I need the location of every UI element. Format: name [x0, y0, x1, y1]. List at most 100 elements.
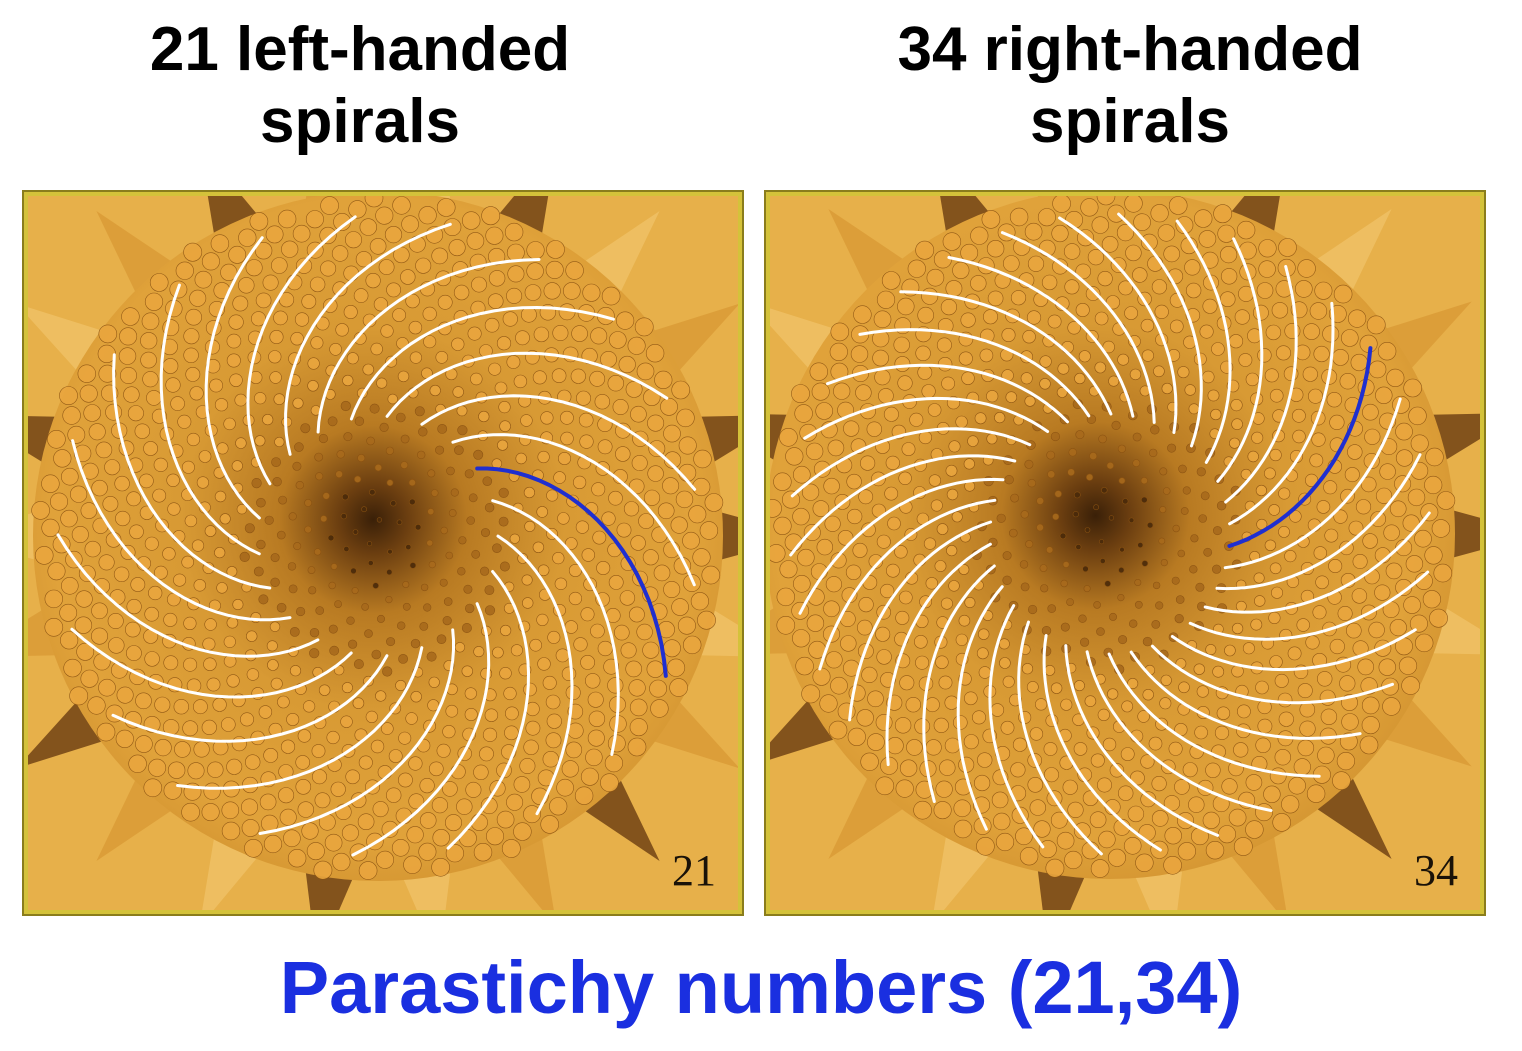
- floret: [649, 679, 668, 698]
- floret: [1292, 429, 1306, 444]
- floret: [556, 778, 574, 797]
- floret: [496, 810, 515, 829]
- floret: [1340, 329, 1359, 347]
- floret: [232, 295, 249, 312]
- floret: [1078, 614, 1087, 623]
- floret: [1383, 524, 1400, 541]
- floret: [1341, 713, 1359, 731]
- spiral-line: [848, 520, 993, 722]
- floret: [1087, 249, 1105, 266]
- floret: [498, 401, 511, 414]
- floret: [152, 488, 167, 503]
- floret: [1269, 562, 1282, 575]
- spiral-line: [803, 396, 1050, 440]
- floret: [964, 691, 978, 706]
- floret: [1199, 324, 1214, 339]
- floret: [1379, 463, 1396, 480]
- floret: [1060, 622, 1070, 632]
- floret: [1205, 840, 1225, 860]
- floret: [1288, 776, 1306, 795]
- floret: [499, 667, 512, 680]
- floret: [770, 499, 782, 518]
- floret: [97, 344, 116, 363]
- floret: [245, 259, 263, 277]
- floret: [249, 212, 269, 231]
- floret: [163, 612, 178, 627]
- floret: [1270, 586, 1283, 599]
- floret: [113, 566, 130, 582]
- floret: [341, 493, 349, 501]
- floret: [376, 614, 385, 623]
- floret: [331, 245, 349, 262]
- floret: [845, 564, 862, 580]
- floret: [1133, 213, 1151, 232]
- floret: [428, 676, 440, 688]
- floret: [823, 477, 840, 495]
- floret: [409, 351, 423, 364]
- floret: [1328, 558, 1343, 573]
- floret: [933, 717, 949, 734]
- floret: [410, 638, 421, 649]
- floret: [269, 621, 281, 632]
- floret: [386, 569, 393, 576]
- floret: [1312, 605, 1327, 620]
- floret: [1150, 204, 1169, 223]
- floret: [886, 736, 904, 755]
- floret: [1255, 737, 1271, 753]
- floret: [532, 541, 545, 553]
- floret: [636, 623, 653, 641]
- floret: [1429, 608, 1448, 628]
- floret: [418, 842, 437, 861]
- floret: [927, 403, 942, 417]
- floret: [488, 362, 502, 376]
- floret: [273, 393, 286, 405]
- floret: [1027, 776, 1044, 793]
- floret: [170, 396, 185, 411]
- floret: [1306, 784, 1326, 803]
- floret: [575, 520, 590, 534]
- floret: [443, 597, 453, 606]
- floret: [536, 506, 549, 518]
- spiral-line: [1170, 628, 1417, 672]
- floret: [262, 274, 279, 291]
- floret: [216, 582, 228, 594]
- floret: [1398, 656, 1418, 675]
- floret: [1214, 725, 1230, 741]
- floret: [357, 813, 375, 831]
- floret: [437, 423, 448, 434]
- floret: [935, 780, 953, 798]
- floret: [580, 767, 599, 786]
- floret: [80, 669, 99, 688]
- spiral-line: [1203, 511, 1431, 614]
- floret: [440, 526, 448, 535]
- floret: [1029, 727, 1044, 741]
- floret: [384, 225, 403, 244]
- floret: [1027, 255, 1045, 272]
- floret: [456, 405, 468, 417]
- floret: [1211, 342, 1225, 356]
- floret: [940, 298, 957, 316]
- floret: [830, 676, 848, 695]
- floret: [1171, 576, 1180, 585]
- floret: [408, 498, 416, 506]
- floret: [154, 696, 171, 713]
- floret: [551, 368, 567, 383]
- floret: [223, 635, 236, 648]
- floret: [418, 427, 428, 437]
- floret: [480, 528, 490, 538]
- floret: [542, 750, 559, 768]
- floret: [376, 377, 388, 389]
- floret: [308, 586, 317, 595]
- floret: [258, 594, 269, 605]
- floret: [1250, 618, 1263, 631]
- spiral-line: [1117, 212, 1203, 448]
- floret: [461, 665, 473, 677]
- floret: [894, 717, 912, 734]
- spiral-line: [858, 328, 1091, 418]
- floret: [452, 386, 464, 398]
- floret: [782, 490, 800, 509]
- floret: [915, 345, 931, 362]
- floret: [634, 317, 654, 337]
- floret: [114, 475, 130, 492]
- floret: [590, 327, 608, 345]
